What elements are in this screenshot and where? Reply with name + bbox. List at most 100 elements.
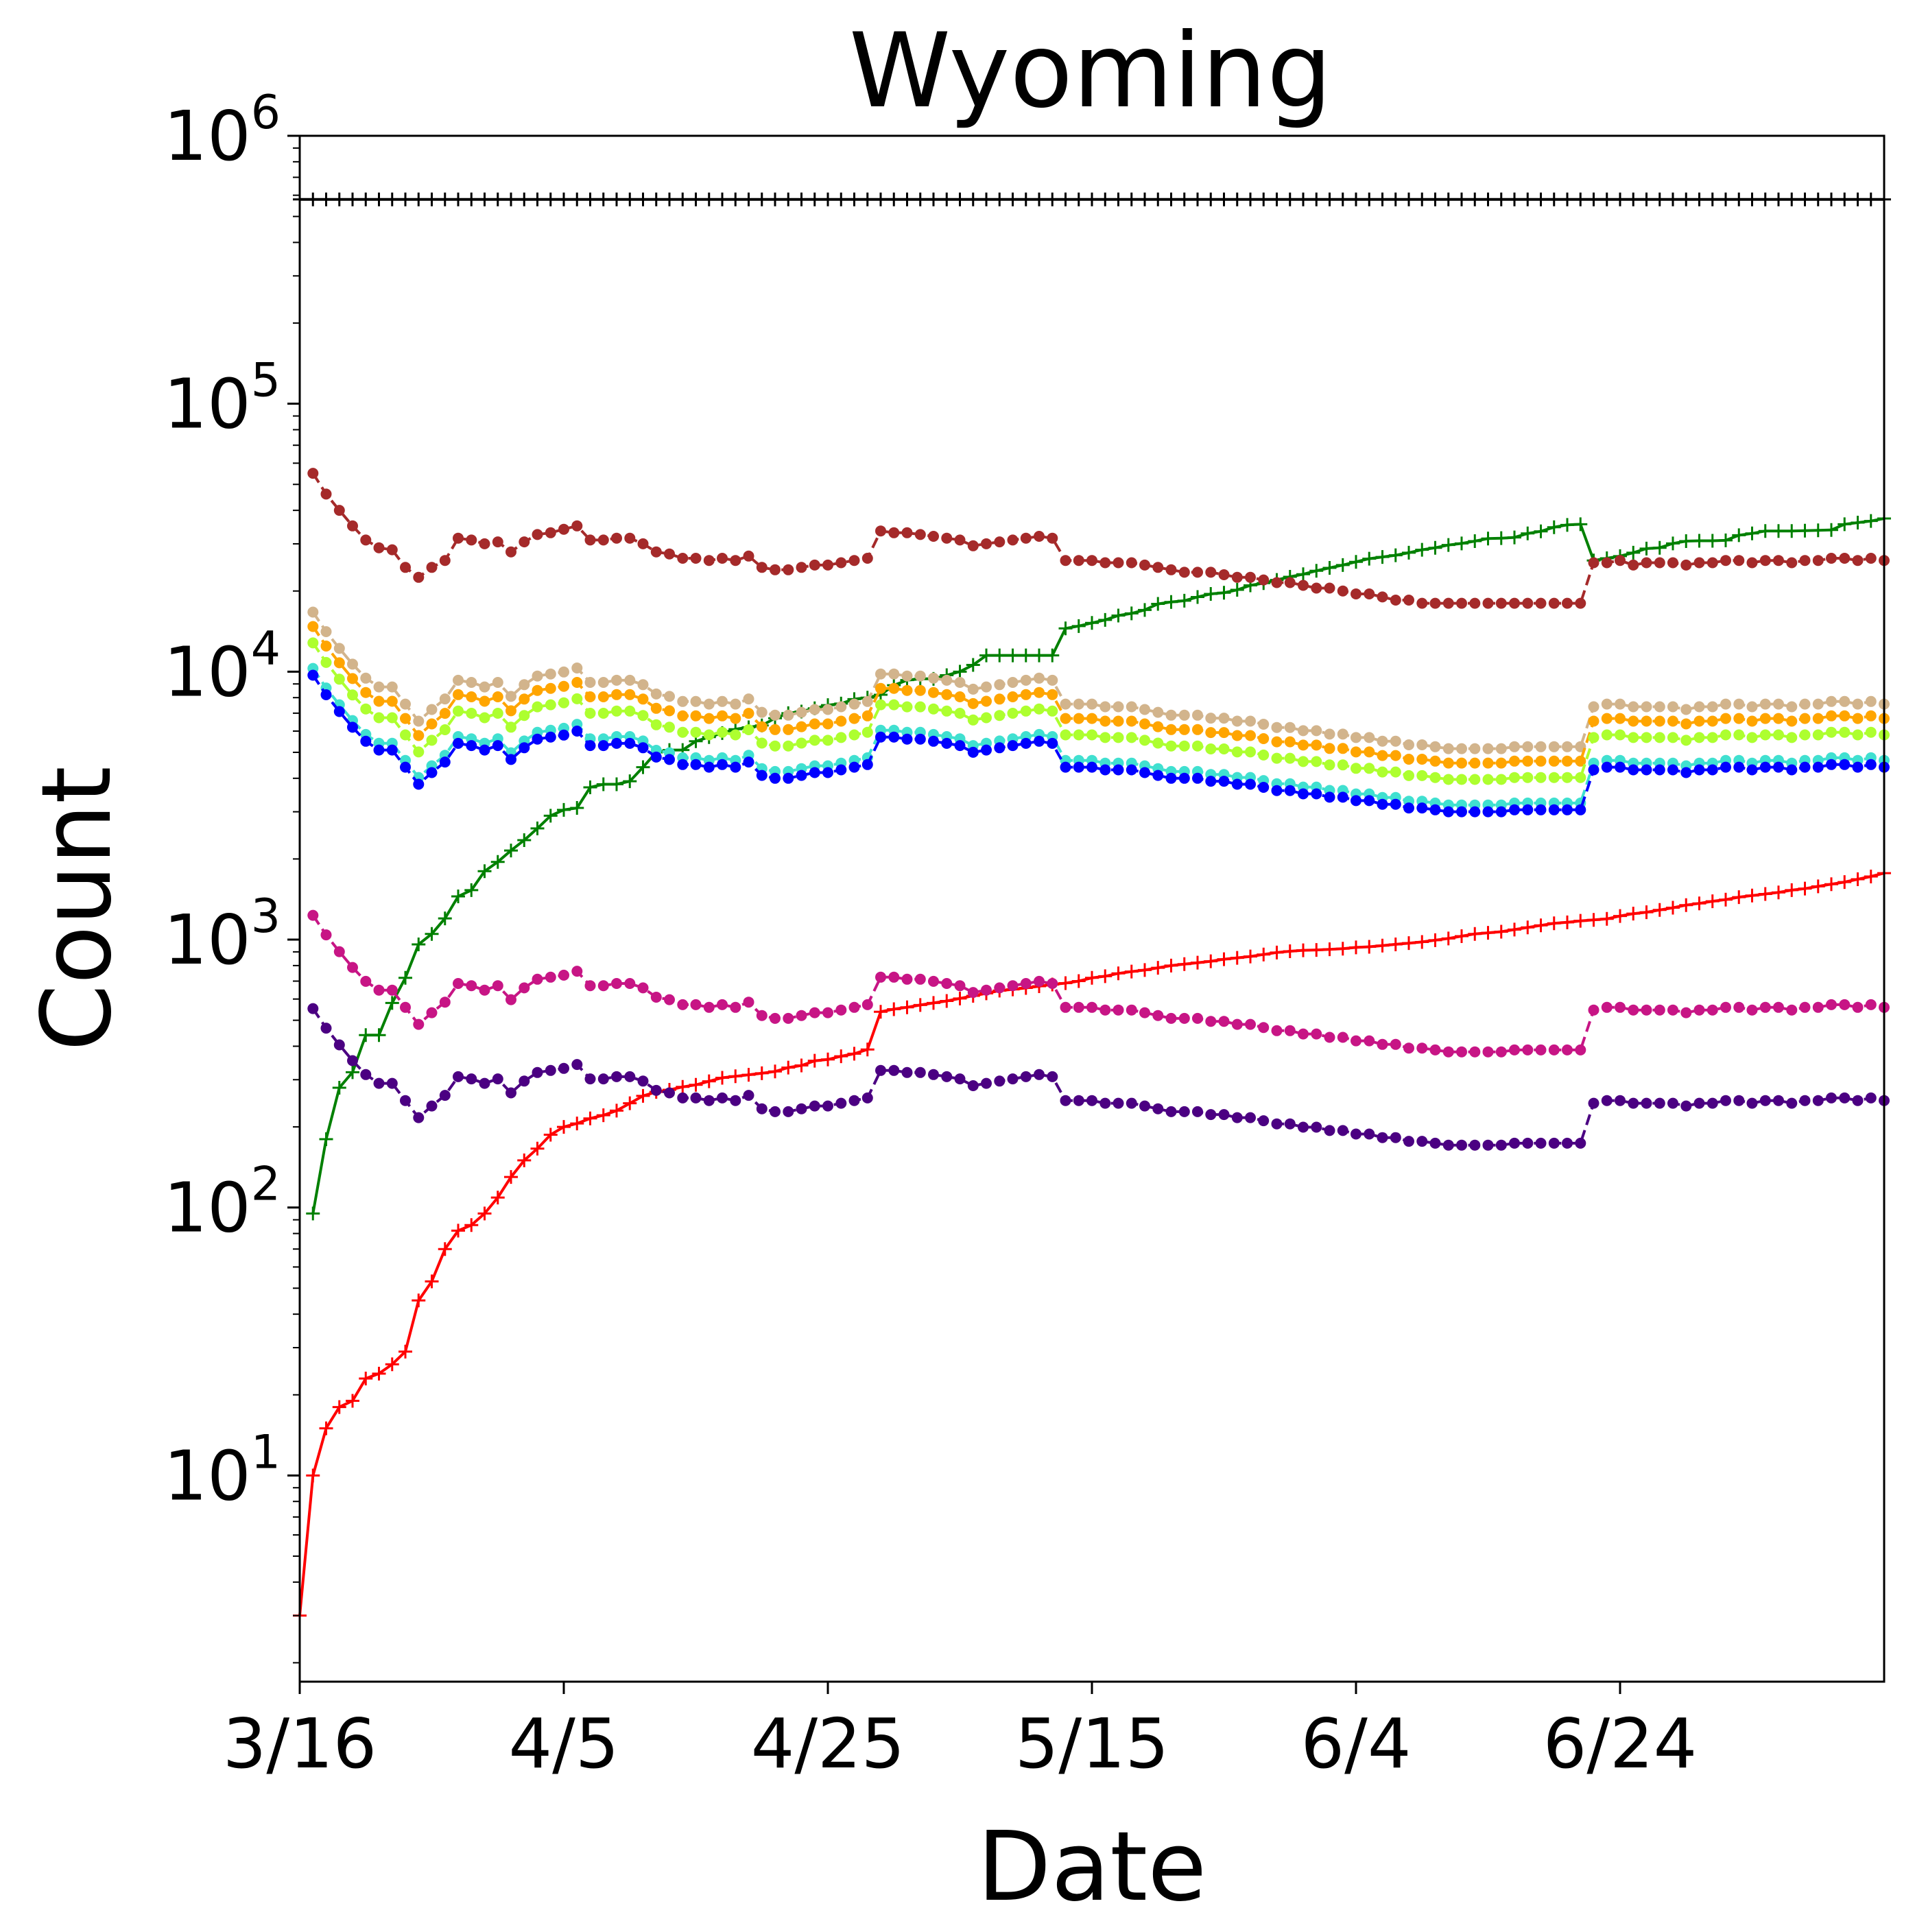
series-6-point — [1773, 729, 1784, 741]
series-9-point — [1588, 1004, 1599, 1016]
series-10-point — [1865, 1092, 1877, 1104]
series-4-point — [1271, 721, 1283, 733]
series-6-point — [1588, 732, 1599, 743]
series-3-point — [1113, 557, 1124, 569]
series-1-point — [1455, 536, 1468, 551]
series-4-point — [1403, 739, 1414, 750]
series-8-point — [1139, 767, 1150, 778]
series-2-point — [1772, 885, 1785, 900]
series-6-point — [360, 703, 372, 715]
series-2-point — [768, 1064, 782, 1079]
series-0-point — [781, 192, 796, 206]
series-10-point — [1495, 1139, 1507, 1151]
series-3-point — [901, 527, 913, 538]
series-9-point — [584, 980, 596, 992]
series-4-point — [333, 643, 345, 654]
series-2-point — [913, 998, 927, 1012]
series-10-point — [1152, 1103, 1164, 1114]
series-8-point — [1706, 764, 1718, 776]
series-10-point — [875, 1064, 886, 1076]
series-3-point — [1231, 571, 1243, 583]
series-9-point — [756, 1010, 768, 1021]
series-10-point — [1324, 1125, 1335, 1136]
series-6-point — [1482, 774, 1494, 785]
series-4-point — [413, 715, 425, 727]
series-10-point — [861, 1092, 873, 1104]
series-2-point — [953, 991, 967, 1005]
series-8-point — [677, 759, 689, 770]
series-9-point — [1826, 999, 1837, 1010]
series-3-point — [611, 532, 622, 544]
series-6-point — [1086, 729, 1097, 741]
series-4-point — [1469, 743, 1481, 754]
series-8-point — [1007, 740, 1019, 752]
series-1-point — [1177, 593, 1191, 608]
series-5-point — [1773, 713, 1784, 724]
series-5-point — [1178, 724, 1190, 735]
series-2-point — [1758, 887, 1772, 901]
series-9-point — [1258, 1022, 1270, 1034]
series-1-point — [1441, 538, 1455, 552]
series-6-point — [743, 724, 754, 735]
series-2-point — [1402, 936, 1416, 951]
series-1-point — [1494, 531, 1508, 545]
series-6-point — [1799, 729, 1811, 741]
series-5-point — [1311, 739, 1322, 751]
series-0-point — [1191, 192, 1204, 206]
series-10-point — [1007, 1073, 1019, 1085]
series-5-point — [479, 695, 490, 707]
series-10-point — [1298, 1121, 1309, 1133]
series-10-point — [1535, 1137, 1547, 1149]
series-10-point — [703, 1095, 715, 1106]
series-10-point — [796, 1103, 807, 1114]
series-2-point — [1508, 922, 1521, 937]
series-6-point — [1615, 729, 1626, 741]
series-4-point — [1706, 701, 1718, 713]
series-0-point — [847, 192, 861, 206]
series-4-point — [1588, 701, 1599, 713]
series-8-point — [1258, 782, 1270, 793]
series-9-point — [1020, 978, 1032, 989]
series-8-point — [1733, 761, 1745, 773]
series-2-point — [1362, 940, 1377, 954]
series-8-point — [360, 735, 372, 747]
series-0-point — [583, 192, 597, 206]
series-9-point — [1759, 1001, 1771, 1013]
series-8-point — [1390, 798, 1401, 810]
series-5-point — [703, 713, 715, 724]
series-0-point — [1534, 192, 1548, 206]
series-3-point — [1746, 557, 1758, 569]
series-1-point — [1217, 586, 1231, 600]
series-8-point — [624, 737, 636, 749]
series-8-point — [1337, 791, 1348, 803]
series-10-point — [650, 1084, 662, 1096]
series-4-point — [848, 698, 860, 710]
series-4-point — [677, 695, 689, 707]
series-9-point — [1324, 1031, 1335, 1043]
series-9-point — [1615, 1001, 1626, 1013]
series-10-point — [664, 1087, 675, 1099]
series-9-point — [1852, 1001, 1864, 1013]
series-3-point — [1165, 564, 1177, 575]
series-3-point — [796, 562, 807, 573]
series-1-point — [1124, 606, 1139, 621]
series-8-point — [822, 767, 833, 778]
series-1-point — [1164, 595, 1178, 609]
series-4-point — [320, 626, 332, 637]
series-5-point — [1139, 718, 1150, 730]
series-3-point — [664, 548, 675, 560]
series-5-point — [1165, 724, 1177, 735]
series-6-point — [1284, 752, 1296, 764]
series-2-point — [900, 1000, 914, 1014]
series-8-point — [743, 756, 754, 768]
series-9-point — [1535, 1044, 1547, 1056]
series-1-point — [1111, 608, 1126, 623]
series-4-point — [1126, 701, 1137, 713]
series-10-point — [1482, 1139, 1494, 1151]
series-8-point — [1654, 764, 1665, 776]
series-0-point — [372, 192, 386, 206]
series-3-point — [453, 532, 464, 544]
series-10-point — [333, 1039, 345, 1051]
series-0-point — [438, 192, 452, 206]
series-8-point — [1060, 761, 1071, 773]
